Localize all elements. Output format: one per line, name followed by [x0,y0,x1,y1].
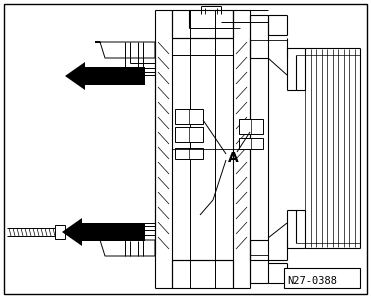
Bar [239,138,263,149]
Text: A: A [228,151,239,165]
Polygon shape [65,62,85,90]
Bar [284,268,360,288]
Bar [55,225,65,239]
Bar [175,127,203,142]
Polygon shape [82,223,145,241]
Text: N27-0388: N27-0388 [287,276,337,286]
Polygon shape [85,67,145,85]
Bar [175,109,203,124]
Bar [239,119,263,134]
Bar [175,148,203,159]
Polygon shape [62,218,82,246]
